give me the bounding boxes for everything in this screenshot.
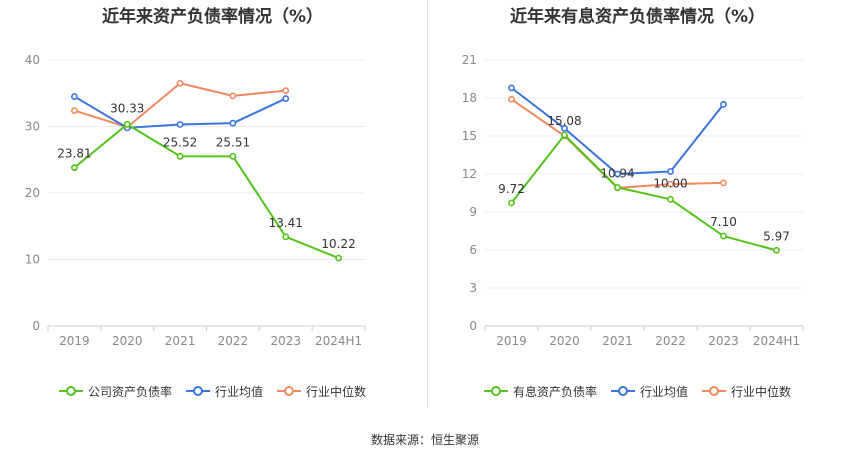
chart-left: 近年来资产负债率情况（%） 0 10 20 30 40 2019 2020 2021 2022 2…	[0, 0, 425, 410]
data-point	[176, 152, 184, 160]
data-point	[282, 87, 290, 94]
x-tick-label: 2024H1	[753, 334, 800, 348]
x-tick-label: 2019	[59, 334, 90, 348]
data-point	[71, 107, 78, 114]
legend-label: 行业中位数	[306, 384, 367, 399]
data-label: 30.33	[110, 101, 144, 115]
data-label: 7.10	[710, 215, 737, 229]
data-label: 10.22	[321, 237, 355, 251]
x-tick-label: 2023	[270, 334, 301, 348]
data-label: 15.08	[547, 114, 581, 128]
series-line	[74, 82, 286, 129]
data-point	[229, 92, 237, 100]
data-point	[71, 93, 78, 100]
legend-swatch-icon	[185, 386, 210, 396]
y-tick-label: 21	[462, 53, 477, 67]
panel-divider	[427, 0, 428, 408]
data-point	[561, 131, 568, 139]
x-tick-label: 2022	[218, 334, 249, 348]
legend-item[interactable]: 行业中位数	[702, 383, 791, 400]
y-tick-label: 30	[25, 120, 40, 134]
data-label: 23.81	[57, 147, 91, 161]
y-tick-label: 6	[469, 243, 477, 257]
data-label: 5.97	[763, 229, 790, 243]
data-point	[614, 184, 621, 191]
legend-item[interactable]: 公司资产负债率	[58, 383, 172, 400]
y-tick-label: 10	[25, 253, 40, 267]
legend-swatch-icon	[702, 386, 726, 396]
legend-label: 行业中位数	[731, 384, 792, 399]
chart-plot: 0 3 6 9 12 15 18 21 2019 2020 2021 2022 2023 2024H1 9.…	[462, 53, 804, 348]
x-tick-label: 2023	[708, 334, 739, 348]
legend-label: 有息资产负债率	[512, 384, 597, 399]
y-tick-label: 40	[25, 53, 40, 67]
data-point	[229, 152, 237, 160]
x-tick-label: 2022	[655, 334, 686, 348]
data-point	[335, 254, 342, 262]
data-point	[71, 164, 78, 172]
data-point	[176, 79, 184, 87]
data-label: 10.00	[653, 176, 687, 190]
data-point	[508, 84, 515, 92]
data-point	[282, 95, 290, 102]
legend-swatch-icon	[277, 386, 301, 396]
data-label: 10.94	[600, 166, 634, 180]
data-point	[720, 232, 727, 240]
data-point	[614, 170, 621, 178]
data-point	[667, 168, 674, 175]
data-point	[508, 199, 515, 207]
legend-item[interactable]: 行业均值	[185, 383, 263, 400]
y-tick-label: 0	[469, 319, 477, 333]
data-label: 25.51	[216, 135, 250, 149]
legend-item[interactable]: 行业均值	[610, 383, 688, 400]
data-point	[720, 179, 727, 187]
chart-title: 近年来资产负债率情况（%）	[101, 7, 324, 27]
x-tick-label: 2019	[496, 334, 527, 348]
data-point	[508, 95, 515, 103]
y-tick-label: 15	[462, 129, 477, 143]
y-tick-label: 20	[25, 186, 40, 200]
data-label: 9.72	[498, 182, 525, 196]
legend-item[interactable]: 行业中位数	[277, 383, 366, 400]
chart-right: 近年来有息资产负债率情况（%） 0 3 6 9 12 15 18 21 2019 2020 2021…	[425, 0, 850, 410]
y-tick-label: 9	[469, 205, 477, 219]
y-tick-label: 3	[469, 281, 477, 295]
series-line	[510, 133, 777, 252]
data-label: 25.52	[163, 135, 197, 149]
data-point	[667, 195, 674, 203]
data-point	[229, 119, 237, 127]
legend-swatch-icon	[610, 386, 635, 396]
data-point	[176, 121, 184, 128]
chart-plot: 0 10 20 30 40 2019 2020 2021 2022 2023 2024H1 23.81…	[25, 53, 366, 348]
data-point	[282, 233, 290, 241]
legend-swatch-icon	[58, 386, 83, 396]
data-source-note: 数据来源：恒生聚源	[370, 433, 479, 447]
data-point	[561, 124, 568, 132]
x-tick-label: 2021	[602, 334, 633, 348]
data-point	[720, 100, 727, 108]
y-tick-label: 0	[32, 319, 40, 333]
legend-swatch-icon	[483, 386, 508, 396]
x-tick-label: 2020	[112, 334, 143, 348]
series-line	[73, 123, 339, 259]
legend-label: 公司资产负债率	[87, 384, 172, 399]
data-label: 13.41	[269, 216, 303, 230]
x-tick-label: 2021	[165, 334, 196, 348]
x-tick-label: 2020	[549, 334, 580, 348]
chart-title: 近年来有息资产负债率情况（%）	[509, 7, 766, 27]
legend-label: 行业均值	[639, 384, 688, 399]
legend-item[interactable]: 有息资产负债率	[483, 383, 597, 400]
chart-legend: 公司资产负债率 行业均值 行业中位数	[0, 382, 425, 400]
data-point	[773, 246, 780, 254]
data-point	[123, 120, 131, 128]
legend-label: 行业均值	[214, 384, 263, 399]
y-tick-label: 18	[462, 91, 477, 105]
x-tick-label: 2024H1	[315, 334, 362, 348]
y-tick-label: 12	[462, 167, 477, 181]
data-point	[667, 180, 674, 188]
chart-legend: 有息资产负债率 行业均值 行业中位数	[425, 382, 850, 400]
